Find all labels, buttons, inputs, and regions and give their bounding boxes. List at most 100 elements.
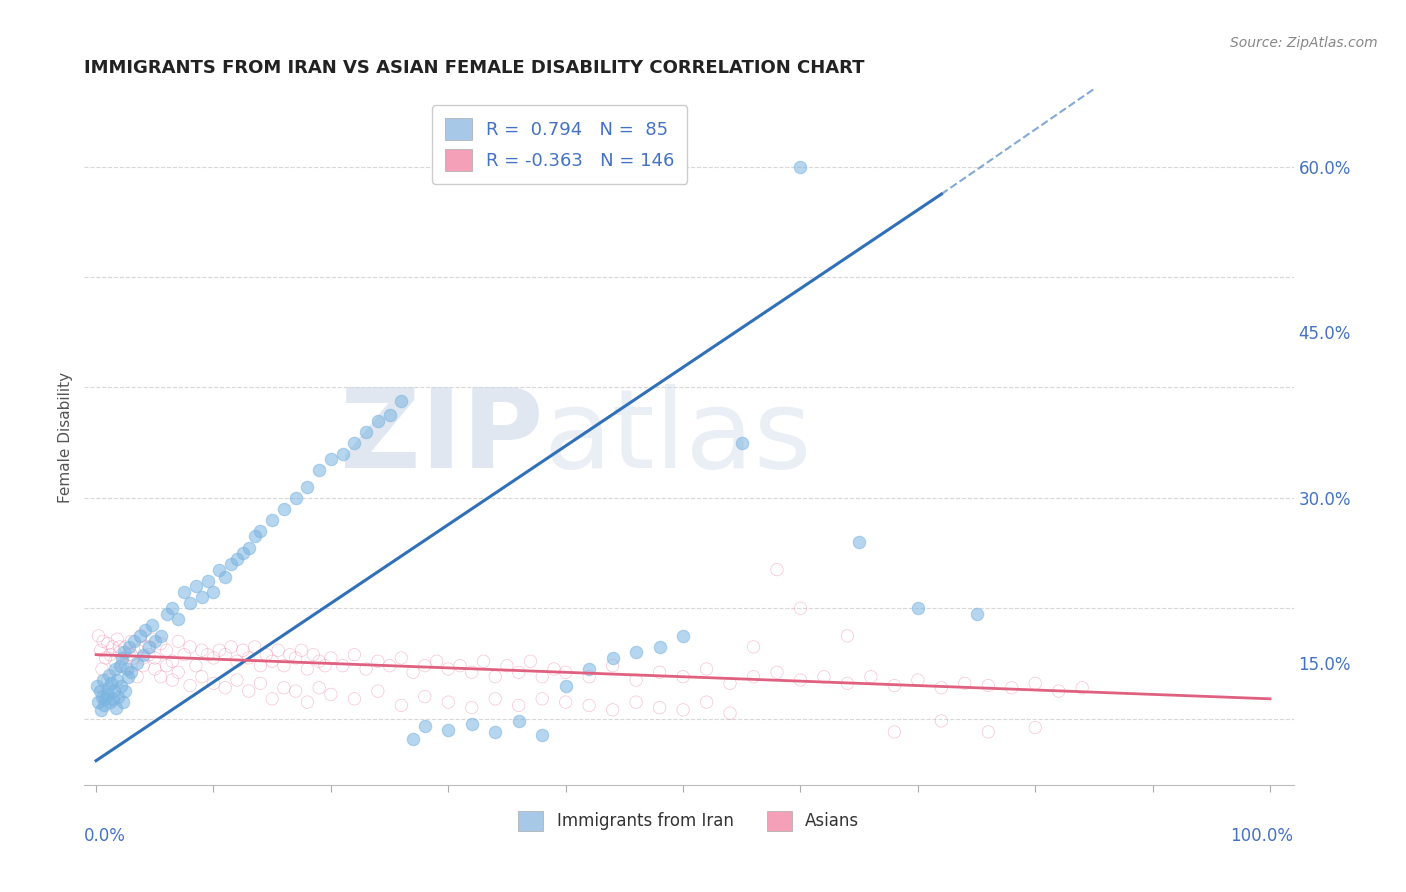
Point	[91, 673, 114, 687]
Point	[138, 640, 160, 654]
Point	[696, 662, 718, 676]
Point	[413, 719, 436, 733]
Text: atlas: atlas	[544, 384, 813, 491]
Point	[343, 691, 366, 706]
Point	[273, 658, 295, 673]
Point	[118, 640, 141, 654]
Point	[155, 643, 177, 657]
Point	[425, 654, 447, 668]
Point	[284, 491, 307, 505]
Y-axis label: Female Disability: Female Disability	[58, 371, 73, 503]
Point	[766, 563, 789, 577]
Point	[243, 640, 266, 654]
Point	[472, 654, 495, 668]
Point	[179, 640, 201, 654]
Point	[197, 574, 219, 588]
Point	[508, 665, 530, 680]
Point	[602, 658, 624, 673]
Point	[120, 634, 142, 648]
Point	[155, 607, 177, 621]
Point	[112, 695, 135, 709]
Point	[101, 640, 124, 654]
Point	[389, 393, 412, 408]
Point	[931, 714, 953, 728]
Point	[813, 670, 835, 684]
Point	[132, 658, 155, 673]
Point	[297, 662, 319, 676]
Point	[648, 640, 671, 654]
Point	[134, 640, 156, 654]
Point	[308, 463, 330, 477]
Point	[554, 679, 576, 693]
Point	[98, 667, 121, 681]
Point	[267, 643, 290, 657]
Point	[578, 662, 600, 676]
Point	[97, 681, 120, 695]
Point	[179, 596, 201, 610]
Point	[742, 640, 765, 654]
Point	[273, 501, 295, 516]
Point	[190, 591, 212, 605]
Point	[284, 684, 307, 698]
Point	[437, 695, 460, 709]
Point	[332, 658, 354, 673]
Point	[111, 651, 134, 665]
Point	[848, 535, 870, 549]
Point	[319, 651, 342, 665]
Point	[167, 612, 190, 626]
Point	[437, 723, 460, 737]
Point	[343, 648, 366, 662]
Point	[162, 654, 184, 668]
Point	[91, 634, 114, 648]
Point	[837, 676, 859, 690]
Point	[138, 640, 160, 654]
Point	[226, 551, 249, 566]
Point	[111, 658, 134, 673]
Point	[378, 658, 401, 673]
Point	[86, 679, 108, 693]
Text: ZIP: ZIP	[340, 384, 544, 491]
Point	[87, 695, 110, 709]
Point	[214, 570, 236, 584]
Point	[742, 670, 765, 684]
Point	[94, 651, 117, 665]
Point	[554, 665, 576, 680]
Point	[543, 662, 565, 676]
Point	[319, 452, 342, 467]
Point	[531, 728, 554, 742]
Point	[883, 725, 905, 739]
Point	[98, 695, 121, 709]
Point	[243, 529, 266, 543]
Point	[143, 634, 166, 648]
Point	[104, 662, 127, 676]
Point	[104, 654, 127, 668]
Point	[953, 676, 976, 690]
Point	[120, 648, 142, 662]
Point	[214, 681, 236, 695]
Point	[1024, 721, 1046, 735]
Point	[367, 654, 389, 668]
Point	[138, 648, 160, 662]
Point	[389, 651, 412, 665]
Point	[672, 629, 695, 643]
Point	[214, 648, 236, 662]
Point	[87, 629, 110, 643]
Point	[308, 654, 330, 668]
Point	[97, 673, 120, 687]
Point	[184, 579, 207, 593]
Point	[226, 654, 249, 668]
Point	[648, 700, 671, 714]
Point	[238, 541, 260, 555]
Point	[354, 425, 377, 439]
Point	[91, 662, 114, 676]
Point	[149, 637, 172, 651]
Point	[262, 654, 284, 668]
Point	[129, 629, 152, 643]
Point	[202, 676, 225, 690]
Point	[672, 670, 695, 684]
Point	[290, 643, 312, 657]
Point	[94, 691, 117, 706]
Legend: Immigrants from Iran, Asians: Immigrants from Iran, Asians	[510, 802, 868, 839]
Point	[238, 651, 260, 665]
Point	[89, 684, 111, 698]
